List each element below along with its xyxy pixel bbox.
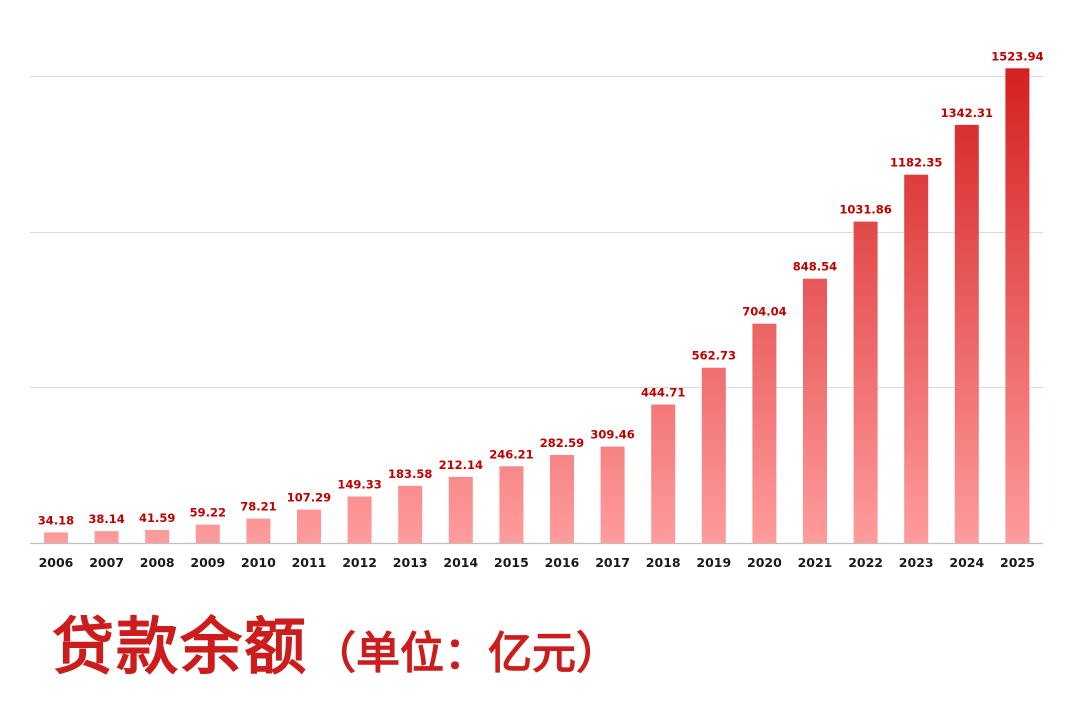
loan-balance-chart: 34.18 38.14 41.59 59.22 78.21 107.29 149.33 183…: [30, 49, 1044, 570]
bar-2013: [398, 485, 423, 543]
value-labels: 34.18 38.14 41.59 59.22 78.21 107.29 149.33 183…: [38, 49, 1044, 527]
x-tick-label-2014: 2014: [443, 555, 478, 570]
bar-2015: [499, 466, 524, 543]
value-label-2021: 848.54: [793, 260, 837, 274]
value-label-2014: 212.14: [439, 458, 483, 472]
bar-chart-svg: 34.18 38.14 41.59 59.22 78.21 107.29 149.33 183…: [30, 49, 1044, 570]
chart-caption: 贷款余额 （单位：亿元）: [52, 596, 620, 683]
x-tick-label-2021: 2021: [798, 555, 833, 570]
x-tick-label-2020: 2020: [747, 555, 782, 570]
gridlines: [30, 76, 1043, 545]
x-tick-label-2019: 2019: [696, 555, 731, 570]
caption-unit: （单位：亿元）: [312, 628, 621, 679]
value-label-2015: 246.21: [489, 447, 533, 461]
bar-2022: [853, 221, 878, 543]
value-label-2019: 562.73: [692, 349, 736, 363]
value-label-2011: 107.29: [287, 491, 331, 505]
value-label-2006: 34.18: [38, 513, 74, 527]
x-tick-label-2008: 2008: [140, 555, 175, 570]
value-label-2017: 309.46: [590, 428, 634, 442]
bar-2011: [297, 509, 321, 543]
x-tick-label-2018: 2018: [646, 555, 681, 570]
bar-2009: [195, 524, 220, 543]
x-tick-labels: 2006 2007 2008 2009 2010 2011 2012 2013 2014 2015…: [39, 555, 1035, 570]
value-label-2022: 1031.86: [839, 203, 891, 217]
x-tick-label-2022: 2022: [848, 555, 883, 570]
value-label-2016: 282.59: [540, 436, 584, 450]
value-label-2007: 38.14: [88, 512, 124, 526]
x-tick-label-2011: 2011: [292, 555, 327, 570]
value-label-2024: 1342.31: [941, 106, 993, 120]
value-label-2018: 444.71: [641, 386, 685, 400]
x-tick-label-2006: 2006: [39, 555, 74, 570]
bar-2014: [448, 476, 473, 543]
bar-2025: [1005, 68, 1030, 544]
x-tick-label-2023: 2023: [899, 555, 934, 570]
caption-title: 贷款余额: [52, 610, 309, 683]
value-label-2023: 1182.35: [890, 156, 942, 170]
x-tick-label-2013: 2013: [393, 555, 428, 570]
value-label-2013: 183.58: [388, 467, 432, 481]
bar-2006: [44, 532, 68, 543]
x-tick-label-2015: 2015: [494, 555, 529, 570]
value-label-2020: 704.04: [742, 305, 786, 319]
bar-2024: [954, 124, 979, 544]
bar-2017: [600, 446, 625, 543]
bar-2018: [651, 404, 676, 543]
value-label-2025: 1523.94: [991, 49, 1043, 63]
bar-2019: [701, 367, 726, 543]
value-label-2008: 41.59: [139, 511, 175, 525]
x-tick-label-2025: 2025: [1000, 555, 1035, 570]
value-label-2009: 59.22: [190, 506, 226, 520]
bar-2012: [347, 496, 372, 543]
x-tick-label-2010: 2010: [241, 555, 276, 570]
bar-2016: [550, 455, 574, 543]
bar-2007: [94, 531, 119, 543]
bar-2023: [904, 174, 929, 543]
x-tick-label-2012: 2012: [342, 555, 377, 570]
bar-2020: [752, 323, 777, 543]
x-tick-label-2016: 2016: [545, 555, 580, 570]
x-tick-label-2017: 2017: [595, 555, 630, 570]
bar-2008: [145, 530, 170, 543]
value-label-2010: 78.21: [240, 500, 276, 514]
bar-2021: [803, 278, 827, 543]
value-label-2012: 149.33: [337, 478, 381, 492]
bar-2010: [246, 518, 271, 543]
x-tick-label-2024: 2024: [949, 555, 984, 570]
bars: [44, 68, 1030, 544]
x-tick-label-2009: 2009: [190, 555, 225, 570]
x-tick-label-2007: 2007: [89, 555, 124, 570]
